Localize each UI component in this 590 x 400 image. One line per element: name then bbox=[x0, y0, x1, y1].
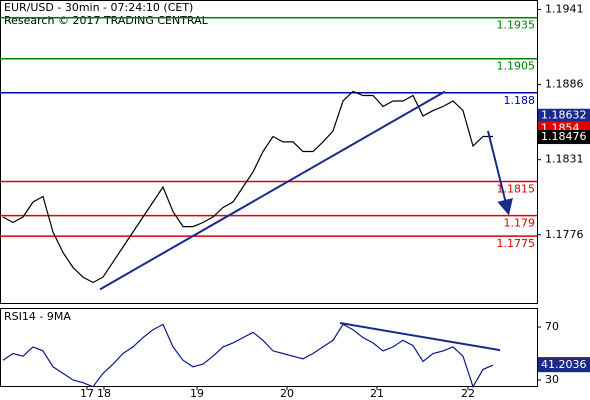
trend-line bbox=[99, 90, 446, 291]
price-tag bbox=[538, 108, 590, 123]
price-tag-label: 41.2036 bbox=[541, 358, 587, 371]
y-tick-label: 1.1776 bbox=[545, 228, 584, 241]
level-label: 1.1935 bbox=[497, 19, 536, 32]
chart-subtitle: Research © 2017 TRADING CENTRAL bbox=[4, 14, 209, 27]
trend-line bbox=[487, 130, 513, 216]
y-tick-label: 1.1941 bbox=[545, 3, 584, 16]
x-tick-label: 20 bbox=[280, 387, 294, 400]
price-tag-label: 1.18632 bbox=[541, 109, 587, 122]
trend-line bbox=[339, 322, 501, 352]
y-tick-label: 70 bbox=[545, 320, 559, 333]
y-tick-label: 1.1831 bbox=[545, 153, 584, 166]
y-tick-label: 1.1886 bbox=[545, 78, 584, 91]
x-tick-label: 21 bbox=[370, 387, 384, 400]
x-tick-label: 19 bbox=[190, 387, 204, 400]
price-panel bbox=[0, 0, 538, 304]
price-tag bbox=[538, 358, 590, 373]
level-label: 1.1775 bbox=[497, 237, 536, 250]
price-tag bbox=[538, 130, 590, 145]
x-tick-label: 22 bbox=[461, 387, 475, 400]
level-label: 1.179 bbox=[504, 217, 536, 230]
rsi-title: RSI14 - 9MA bbox=[4, 310, 71, 323]
series-line bbox=[2, 323, 494, 389]
level-label: 1.1905 bbox=[497, 60, 536, 73]
y-tick-label: 30 bbox=[545, 373, 559, 386]
level-label: 1.1815 bbox=[497, 183, 536, 196]
level-label: 1.188 bbox=[504, 94, 536, 107]
rsi-panel bbox=[0, 308, 538, 387]
price-tag-label: 1.18476 bbox=[541, 130, 587, 143]
x-tick-label: 18 bbox=[97, 387, 111, 400]
series-line bbox=[2, 90, 493, 284]
chart-title: EUR/USD - 30min - 07:24:10 (CET) bbox=[4, 1, 193, 14]
x-tick-label: 17 bbox=[80, 387, 94, 400]
